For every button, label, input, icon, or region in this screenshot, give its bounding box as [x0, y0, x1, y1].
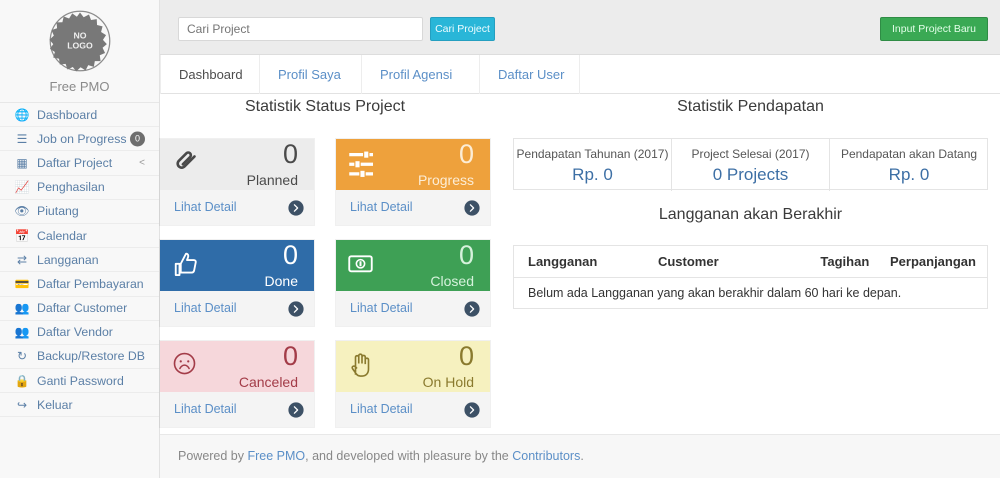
svg-text:NO: NO [73, 31, 86, 41]
svg-text:LOGO: LOGO [67, 40, 93, 50]
